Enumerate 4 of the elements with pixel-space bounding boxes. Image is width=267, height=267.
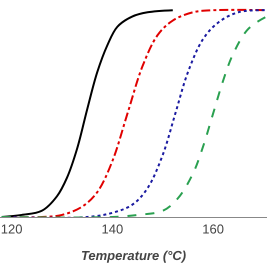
- x-axis-title: Temperature (°C): [80, 248, 186, 264]
- x-tick-label: 120: [0, 222, 22, 237]
- x-tick-label: 160: [202, 222, 224, 237]
- x-tick-label: 140: [101, 222, 124, 237]
